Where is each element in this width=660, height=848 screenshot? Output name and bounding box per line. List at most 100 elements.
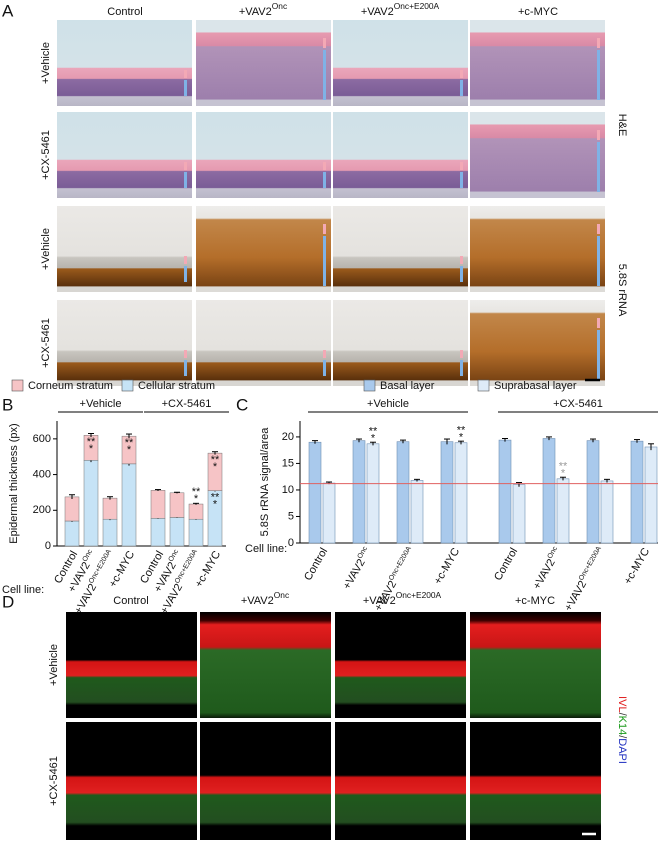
row-label: +Vehicle xyxy=(40,228,52,270)
micrograph xyxy=(57,112,192,198)
y-tick-label: 600 xyxy=(33,433,51,445)
micrograph xyxy=(470,206,605,292)
bar-segment xyxy=(169,517,185,547)
bar xyxy=(512,484,526,544)
y-tick-label: 15 xyxy=(282,457,294,469)
micrograph xyxy=(66,612,197,718)
bar-segment xyxy=(64,520,80,547)
panel-label: B xyxy=(2,395,13,414)
micrograph xyxy=(196,20,331,106)
legend-label: Suprabasal layer xyxy=(494,380,577,392)
legend-swatch xyxy=(11,379,24,392)
y-tick-label: 200 xyxy=(33,504,51,516)
stain-part: / xyxy=(616,735,628,739)
significance: ** xyxy=(211,454,220,466)
label-superscript: Onc xyxy=(82,548,95,563)
y-axis-label: 5.8S rRNA signal/area xyxy=(259,427,271,537)
panel-label: A xyxy=(2,1,14,20)
bar xyxy=(352,440,366,544)
bar xyxy=(440,441,454,544)
legend-swatch xyxy=(121,379,134,392)
legend-swatch xyxy=(477,379,490,392)
significance: * xyxy=(89,443,94,455)
bar xyxy=(644,446,658,544)
layer-marker xyxy=(597,224,600,234)
label-text: +c-MYC xyxy=(518,6,558,18)
stain-label: IVL/K14/DAPI xyxy=(616,696,628,764)
y-tick-label: 0 xyxy=(288,537,294,549)
layer-marker xyxy=(323,224,326,234)
micrograph xyxy=(57,206,192,292)
layer-marker xyxy=(460,80,463,96)
x-tick-label: Control xyxy=(302,546,330,583)
micrograph xyxy=(333,300,468,386)
layer-marker xyxy=(597,50,600,100)
micrograph xyxy=(66,722,197,840)
layer-marker xyxy=(184,80,187,96)
column-header: +VAV2Onc+E200A xyxy=(361,1,440,18)
x-tick-label: Control xyxy=(492,546,520,583)
label-text: +c-MYC xyxy=(622,546,652,587)
significance: ** xyxy=(211,492,220,504)
row-label: +CX-5461 xyxy=(40,318,52,368)
micrograph xyxy=(470,612,601,718)
y-axis-label: Epidermal thickness (px) xyxy=(8,423,20,543)
label-superscript: Onc xyxy=(168,548,181,563)
bar xyxy=(542,438,556,544)
layer-marker xyxy=(460,350,463,358)
significance: ** xyxy=(369,426,378,438)
bar xyxy=(600,480,614,544)
label-superscript: Onc+E200A xyxy=(578,545,603,582)
label-text: +VAV2 xyxy=(562,579,589,614)
label-text: +VAV2 xyxy=(341,557,368,592)
layer-marker xyxy=(597,236,600,286)
label-superscript: Onc+E200A xyxy=(396,590,442,600)
y-tick-label: 400 xyxy=(33,468,51,480)
column-header: +VAV2Onc xyxy=(239,1,287,18)
layer-marker xyxy=(323,236,326,286)
bar-segment xyxy=(83,460,99,547)
stain-part: IVL xyxy=(616,696,628,713)
group-label: +Vehicle xyxy=(367,398,409,410)
label-text: Control xyxy=(492,546,520,583)
x-tick-label: +c-MYC xyxy=(622,546,652,587)
label-text: +VAV2 xyxy=(363,595,396,607)
bar xyxy=(308,441,322,544)
stain-label: H&E xyxy=(616,114,628,137)
stain-label: 5.8S rRNA xyxy=(616,264,628,317)
column-header: +c-MYC xyxy=(515,595,555,607)
x-axis-label: Cell line: xyxy=(2,584,44,596)
micrograph xyxy=(470,20,605,106)
label-text: Control xyxy=(113,595,148,607)
y-tick-label: 5 xyxy=(288,510,294,522)
layer-marker xyxy=(323,172,326,188)
label-superscript: Onc+E200A xyxy=(394,1,440,11)
significance: * xyxy=(371,433,376,445)
column-header: Control xyxy=(107,6,142,18)
layer-marker xyxy=(184,360,187,376)
label-text: +VAV2 xyxy=(239,6,272,18)
bar-segment xyxy=(188,518,204,547)
significance: ** xyxy=(87,436,96,448)
x-axis-label: Cell line: xyxy=(245,543,287,555)
bar-segment xyxy=(102,518,118,547)
stain-part: DAPI xyxy=(616,738,628,764)
layer-marker xyxy=(323,360,326,376)
bar-segment xyxy=(169,492,185,518)
micrograph xyxy=(196,206,331,292)
micrograph xyxy=(470,722,601,840)
layer-marker xyxy=(323,38,326,48)
bar xyxy=(454,442,468,544)
layer-marker xyxy=(323,50,326,100)
bar xyxy=(586,440,600,544)
panel-label: C xyxy=(236,395,248,414)
legend-swatch xyxy=(363,379,376,392)
column-header: Control xyxy=(113,595,148,607)
row-label: +Vehicle xyxy=(40,42,52,84)
y-tick-label: 0 xyxy=(45,540,51,552)
layer-marker xyxy=(597,330,600,380)
micrograph xyxy=(196,300,331,386)
column-header: +c-MYC xyxy=(518,6,558,18)
layer-marker xyxy=(597,130,600,140)
legend-label: Cellular stratum xyxy=(138,380,215,392)
